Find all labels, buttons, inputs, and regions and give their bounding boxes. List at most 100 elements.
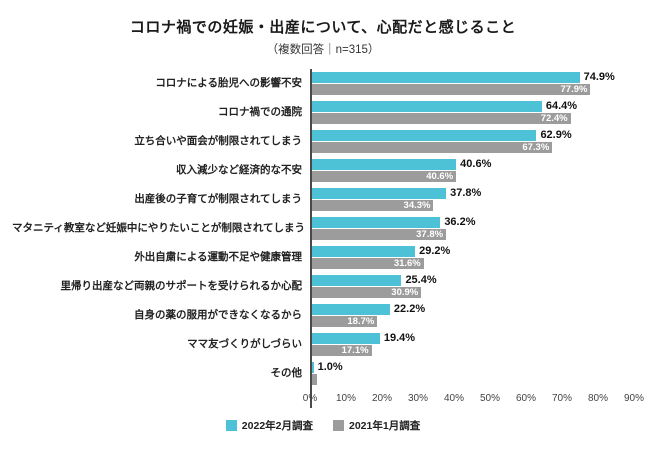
category-label: 自身の薬の服用ができなくなるから: [134, 308, 302, 321]
bar-series-0: [310, 246, 416, 257]
value-label-outside: 64.4%: [545, 100, 578, 112]
legend-item-1: 2021年1月調査: [333, 418, 420, 433]
category-label: 外出自粛による運動不足や健康管理: [134, 250, 302, 263]
bar-chart: コロナによる胎児への影響不安 74.9% 77.9% コロナ禍での通院 64.4% 72.…: [12, 69, 644, 408]
x-tick-label: 30%: [407, 393, 429, 404]
y-axis-line: [310, 69, 312, 408]
x-tick-label: 50%: [479, 393, 501, 404]
bar-series-0: [310, 275, 402, 286]
value-label-outside: 19.4%: [383, 332, 416, 344]
category-label: 出産後の子育てが制限されてしまう: [134, 192, 302, 205]
bar-series-0: [310, 159, 457, 170]
x-axis: 0% 10% 20% 30% 40% 50% 60% 70% 80% 90%: [303, 388, 644, 408]
x-tick-label: 60%: [515, 393, 537, 404]
bar-series-1: 31.6%: [310, 258, 424, 269]
value-label-inside: 37.8%: [416, 229, 444, 240]
bar-series-1: 72.4%: [310, 113, 571, 124]
bar-group: 74.9% 77.9%: [310, 69, 634, 98]
x-tick-label: 40%: [443, 393, 464, 404]
chart-rows: コロナによる胎児への影響不安 74.9% 77.9% コロナ禍での通院 64.4% 72.…: [12, 69, 634, 388]
bar-group: 25.4% 30.9%: [310, 272, 634, 301]
bar-group: 22.2% 18.7%: [310, 301, 634, 330]
bar-series-1: 17.1%: [310, 345, 372, 356]
legend: 2022年2月調査 2021年1月調査: [12, 418, 634, 433]
bar-series-1: 40.6%: [310, 171, 457, 182]
chart-row: 収入減少など経済的な不安 40.6% 40.6%: [12, 156, 634, 185]
value-label-inside: 72.4%: [540, 113, 568, 124]
bar-series-0: [310, 72, 580, 83]
value-label-outside: 29.2%: [419, 245, 451, 257]
x-tick-label: 20%: [371, 393, 392, 404]
bar-series-1: 18.7%: [310, 316, 378, 327]
chart-row: マタニティ教室など妊娠中にやりたいことが制限されてしまう 36.2% 37.8%: [12, 214, 634, 243]
bar-series-1: 67.3%: [310, 142, 553, 153]
value-label-inside: 40.6%: [426, 171, 454, 182]
bar-series-0: [310, 362, 314, 373]
chart-row: 立ち合いや面会が制限されてしまう 62.9% 67.3%: [12, 127, 634, 156]
value-label-outside: 37.8%: [450, 187, 482, 199]
category-label: コロナ禍での通院: [218, 105, 302, 118]
x-tick-label: 70%: [551, 393, 573, 404]
x-tick-label: 0%: [302, 393, 318, 404]
category-label: その他: [270, 366, 303, 379]
bar-series-0: [310, 101, 542, 112]
value-label-inside: 77.9%: [560, 84, 588, 95]
chart-row: コロナによる胎児への影響不安 74.9% 77.9%: [12, 69, 634, 98]
bar-series-1: 34.3%: [310, 200, 434, 211]
value-label-inside: 31.6%: [393, 258, 421, 269]
value-label-inside: 34.3%: [403, 200, 431, 211]
value-label-outside: 74.9%: [583, 71, 615, 83]
value-label-inside: 67.3%: [522, 142, 550, 153]
bar-series-0: [310, 188, 447, 199]
chart-title: コロナ禍での妊娠・出産について、心配だと感じること: [129, 19, 517, 36]
bar-group: 37.8% 34.3%: [310, 185, 634, 214]
bar-group: 40.6% 40.6%: [310, 156, 634, 185]
chart-row: ママ友づくりがしづらい 19.4% 17.1%: [12, 330, 634, 359]
value-label-outside: 25.4%: [405, 274, 437, 286]
value-label-outside: 22.2%: [393, 303, 426, 315]
bar-series-0: [310, 304, 390, 315]
bar-series-0: [310, 217, 441, 228]
bar-group: 1.0%: [310, 359, 634, 388]
bar-group: 29.2% 31.6%: [310, 243, 634, 272]
bar-series-1: 37.8%: [310, 229, 447, 240]
chart-row: 里帰り出産など両親のサポートを受けられるか心配 25.4% 30.9%: [12, 272, 634, 301]
value-label-inside: 17.1%: [341, 345, 369, 356]
legend-label: 2021年1月調査: [349, 420, 421, 432]
category-label: マタニティ教室など妊娠中にやりたいことが制限されてしまう: [12, 221, 306, 234]
legend-swatch-icon: [225, 420, 237, 431]
x-tick-label: 90%: [623, 393, 645, 404]
chart-row: 出産後の子育てが制限されてしまう 37.8% 34.3%: [12, 185, 634, 214]
value-label-inside: 18.7%: [347, 316, 375, 327]
category-label: コロナによる胎児への影響不安: [155, 76, 302, 89]
category-label: ママ友づくりがしづらい: [187, 337, 302, 350]
bar-group: 36.2% 37.8%: [310, 214, 634, 243]
bar-group: 62.9% 67.3%: [310, 127, 634, 156]
bar-series-0: [310, 333, 380, 344]
category-label: 収入減少など経済的な不安: [176, 163, 302, 176]
legend-label: 2022年2月調査: [241, 420, 313, 432]
bar-series-1: 30.9%: [310, 287, 422, 298]
chart-row: コロナ禍での通院 64.4% 72.4%: [12, 98, 634, 127]
bar-series-1: [310, 374, 317, 385]
bar-group: 19.4% 17.1%: [310, 330, 634, 359]
bar-series-0: [310, 130, 537, 141]
legend-item-0: 2022年2月調査: [225, 418, 313, 433]
chart-subtitle: （複数回答｜n=315）: [266, 44, 380, 56]
chart-row: 自身の薬の服用ができなくなるから 22.2% 18.7%: [12, 301, 634, 330]
legend-swatch-icon: [333, 420, 344, 431]
category-label: 立ち合いや面会が制限されてしまう: [134, 134, 302, 147]
value-label-outside: 36.2%: [444, 216, 476, 228]
category-label: 里帰り出産など両親のサポートを受けられるか心配: [60, 279, 303, 292]
chart-row: その他 1.0%: [12, 359, 634, 388]
x-tick-label: 80%: [587, 393, 608, 404]
value-label-outside: 1.0%: [317, 361, 343, 373]
value-label-outside: 62.9%: [540, 129, 572, 141]
bar-series-1: 77.9%: [310, 84, 591, 95]
bar-group: 64.4% 72.4%: [310, 98, 634, 127]
x-tick-label: 10%: [335, 393, 356, 404]
value-label-outside: 40.6%: [460, 158, 492, 170]
chart-row: 外出自粛による運動不足や健康管理 29.2% 31.6%: [12, 243, 634, 272]
value-label-inside: 30.9%: [391, 287, 419, 298]
